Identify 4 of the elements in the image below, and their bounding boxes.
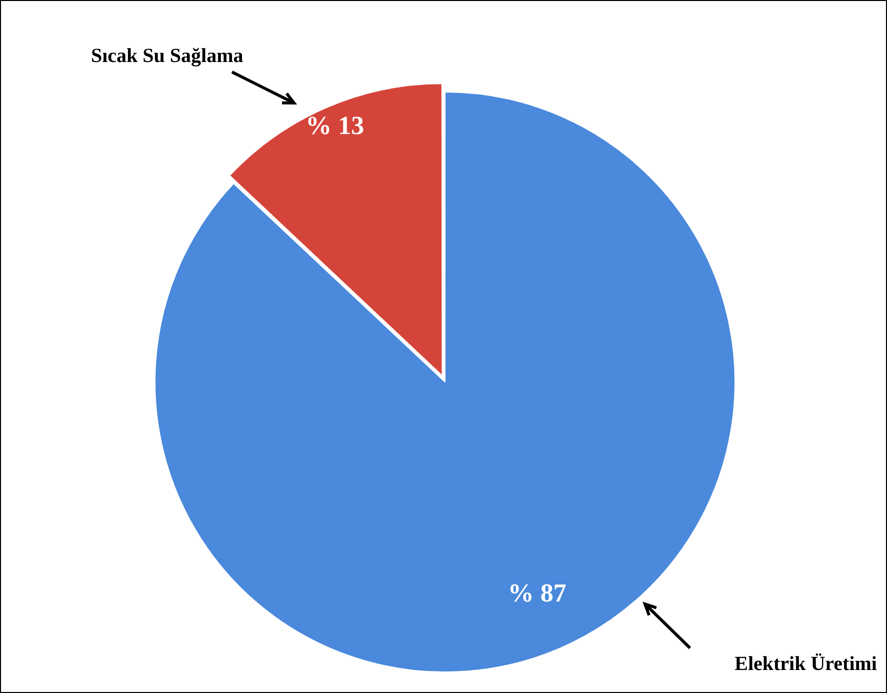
data-label: % 13: [306, 111, 364, 140]
slice-label: Sıcak Su Sağlama: [91, 45, 244, 68]
slice-label: Elektrik Üretimi: [734, 653, 878, 676]
data-label: % 87: [508, 578, 566, 608]
